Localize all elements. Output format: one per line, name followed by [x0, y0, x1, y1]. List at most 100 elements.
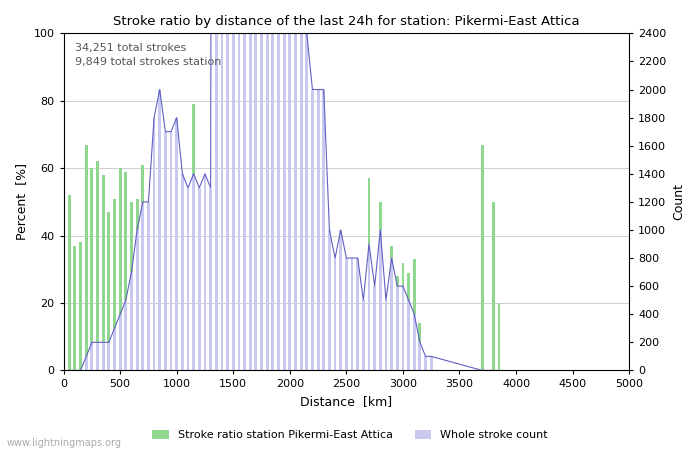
Bar [390, 258, 393, 370]
Bar [288, 19, 291, 370]
Bar [141, 202, 144, 370]
Bar [424, 357, 427, 370]
Y-axis label: Count: Count [672, 184, 685, 220]
Bar [136, 198, 139, 370]
Bar [283, 0, 286, 370]
Bar [255, 327, 258, 370]
Text: 34,251 total strokes
9,849 total strokes station: 34,251 total strokes 9,849 total strokes… [75, 44, 221, 68]
Bar [90, 342, 93, 370]
Bar [255, 0, 258, 370]
Bar [158, 90, 161, 370]
Bar [334, 258, 337, 370]
Bar [379, 202, 382, 370]
Bar [136, 230, 139, 370]
Bar [305, 33, 308, 370]
Bar [288, 283, 291, 370]
Bar [215, 0, 218, 370]
Bar [260, 0, 263, 370]
Bar [340, 337, 342, 370]
Bar [413, 314, 416, 370]
Bar [373, 323, 376, 370]
Bar [305, 289, 308, 370]
Bar [294, 293, 297, 370]
Bar [164, 132, 167, 370]
Bar [368, 178, 370, 370]
Bar [322, 286, 326, 370]
Bar [147, 202, 150, 370]
Bar [300, 266, 302, 370]
Bar [193, 174, 195, 370]
Bar [243, 252, 246, 370]
Bar [141, 165, 144, 370]
Bar [85, 356, 88, 370]
Bar [79, 242, 82, 370]
Bar [283, 300, 286, 370]
Bar [158, 212, 161, 370]
Bar [498, 303, 500, 370]
Bar [362, 300, 365, 370]
Bar [402, 286, 405, 370]
Bar [181, 232, 184, 370]
Bar [266, 310, 269, 370]
Bar [232, 323, 235, 370]
Bar [187, 273, 190, 370]
Bar [113, 328, 116, 370]
Bar [119, 314, 122, 370]
Bar [187, 188, 190, 370]
Bar [277, 5, 280, 370]
Bar [311, 90, 314, 370]
Bar [90, 168, 93, 370]
Bar [175, 225, 178, 370]
Bar [402, 262, 405, 370]
Bar [345, 327, 348, 370]
Bar [384, 300, 387, 370]
Bar [96, 342, 99, 370]
Y-axis label: Percent  [%]: Percent [%] [15, 163, 28, 240]
Bar [413, 259, 416, 370]
Bar [107, 342, 110, 370]
Bar [345, 258, 348, 370]
Bar [237, 0, 240, 370]
Bar [220, 323, 223, 370]
Legend: Stroke ratio station Pikermi-East Attica, Whole stroke count: Stroke ratio station Pikermi-East Attica… [148, 425, 552, 445]
Bar [204, 283, 206, 370]
Bar [351, 286, 354, 370]
Bar [204, 174, 206, 370]
Bar [130, 202, 133, 370]
Bar [419, 323, 421, 370]
Bar [272, 296, 274, 370]
Bar [373, 286, 376, 370]
Bar [322, 90, 326, 370]
Bar [390, 246, 393, 370]
Bar [209, 188, 212, 370]
Bar [277, 283, 280, 370]
Bar [356, 258, 359, 370]
Bar [153, 117, 155, 370]
Bar [356, 289, 359, 370]
Bar [316, 90, 319, 370]
Bar [311, 266, 314, 370]
Bar [85, 144, 88, 370]
Bar [164, 209, 167, 370]
Bar [430, 356, 433, 370]
Bar [362, 340, 365, 370]
Bar [226, 327, 229, 370]
Bar [340, 230, 342, 370]
Bar [266, 0, 269, 370]
Bar [272, 0, 274, 370]
Bar [68, 195, 71, 370]
Bar [430, 360, 433, 370]
Bar [102, 342, 104, 370]
X-axis label: Distance  [km]: Distance [km] [300, 395, 393, 408]
Bar [379, 230, 382, 370]
Bar [169, 132, 172, 370]
Bar [130, 272, 133, 370]
Bar [419, 342, 421, 370]
Bar [368, 244, 370, 370]
Bar [481, 144, 484, 370]
Bar [119, 168, 122, 370]
Bar [198, 242, 201, 370]
Bar [209, 279, 212, 370]
Bar [424, 356, 427, 370]
Bar [215, 33, 218, 370]
